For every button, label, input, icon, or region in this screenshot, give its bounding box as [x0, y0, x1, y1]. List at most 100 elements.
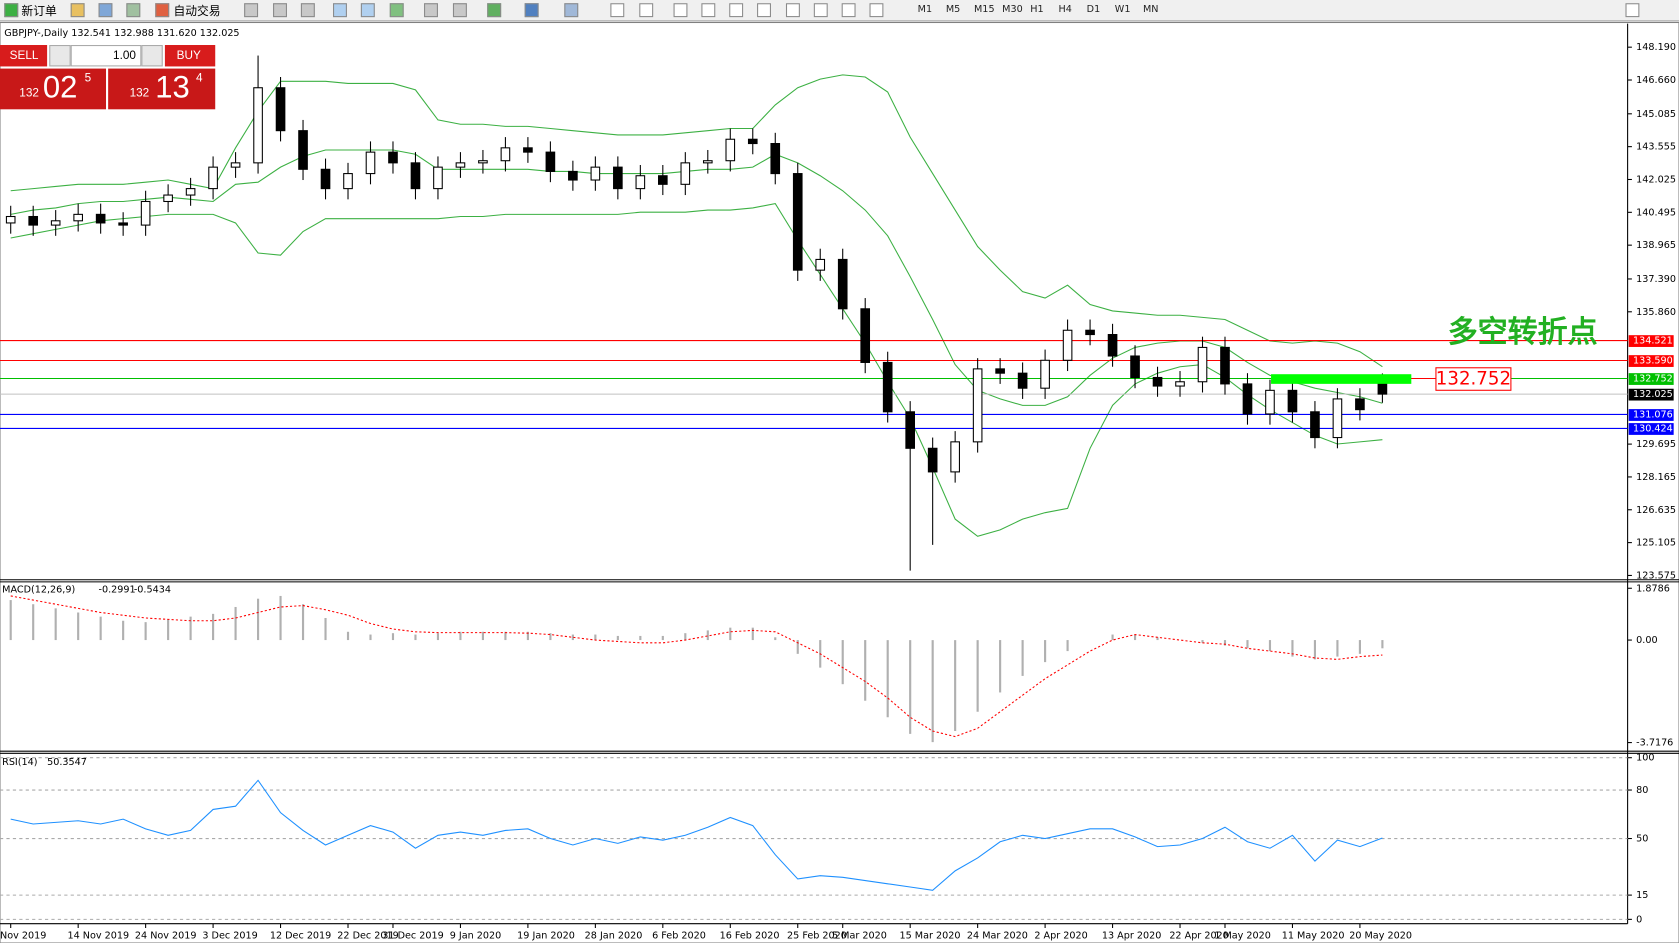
candle-body	[500, 147, 511, 162]
crosshair-tool[interactable]	[639, 3, 654, 18]
marker-box	[1435, 367, 1512, 391]
candle-body	[28, 215, 39, 226]
y-tick-label: 129.695	[1636, 439, 1676, 450]
candle-body	[298, 130, 308, 170]
price-tag-label: 132.752	[1633, 373, 1673, 384]
tile-windows[interactable]	[389, 3, 404, 18]
x-tick-label: 3 Dec 2019	[202, 931, 257, 942]
toolbar-icon[interactable]	[70, 3, 85, 18]
x-tick-label: 16 Feb 2020	[720, 931, 780, 942]
candle-body	[118, 222, 128, 226]
y-tick-label: 135.860	[1636, 307, 1676, 318]
timeframe-button[interactable]: W1	[1114, 4, 1131, 16]
timeframe-button[interactable]: MN	[1142, 4, 1159, 16]
periods[interactable]	[524, 3, 539, 18]
toolbar-icon[interactable]	[452, 3, 467, 18]
toolbar-icon[interactable]	[300, 3, 315, 18]
templates[interactable]	[564, 3, 579, 18]
candle-body	[1152, 376, 1163, 387]
volume-down[interactable]	[49, 45, 71, 67]
big-figure: 132	[19, 86, 39, 100]
buy-price[interactable]: 132 13 4	[108, 68, 216, 110]
price-tag	[1628, 388, 1674, 401]
candle-body	[927, 447, 938, 473]
toolbar-icon[interactable]	[98, 3, 113, 18]
candle-body	[1287, 389, 1298, 413]
label-tool[interactable]	[841, 3, 856, 18]
candle-body	[163, 194, 173, 203]
new-order-icon[interactable]	[4, 3, 19, 18]
rsi-title: RSI(14)	[2, 757, 37, 768]
macd-title: MACD(12,26,9)	[2, 584, 75, 595]
timeframe-button[interactable]: M5	[945, 4, 961, 16]
buy-button[interactable]: BUY	[164, 45, 216, 67]
candle-body	[1220, 346, 1230, 385]
timeframe-button[interactable]: H4	[1058, 4, 1072, 16]
price-tag	[1628, 373, 1674, 385]
candle-body	[882, 361, 893, 413]
candle-body	[1017, 372, 1028, 389]
zoom-out[interactable]	[360, 3, 375, 18]
candle-body	[1310, 411, 1320, 439]
candle-body	[972, 368, 983, 443]
candle-body	[860, 308, 871, 363]
search[interactable]	[1625, 3, 1640, 18]
sell-price[interactable]: 132 02 5	[0, 68, 107, 110]
point: 5	[84, 71, 92, 85]
candle-body	[1377, 382, 1388, 395]
timeframe-button[interactable]: M15	[973, 4, 995, 16]
candle-body	[208, 166, 218, 190]
zoom-in[interactable]	[333, 3, 347, 18]
indicators[interactable]	[487, 3, 502, 18]
toolbar-icon[interactable]	[126, 3, 141, 18]
y-tick-label: 126.635	[1636, 505, 1676, 516]
candle-body	[747, 138, 758, 145]
rsi-line	[10, 779, 1383, 891]
candle-body	[680, 162, 691, 185]
arrows-tool[interactable]	[869, 3, 884, 18]
new-order-button[interactable]: 新订单	[21, 4, 57, 19]
text-tool[interactable]	[813, 3, 828, 18]
y-tick-label: 125.105	[1636, 538, 1676, 549]
timeframe-button[interactable]: H1	[1030, 4, 1044, 16]
vline-tool[interactable]	[673, 3, 688, 18]
timeframe-button[interactable]: M1	[917, 4, 933, 16]
cursor-tool[interactable]	[610, 3, 625, 18]
hline-tool[interactable]	[701, 3, 716, 18]
bollinger-lower	[10, 203, 1383, 537]
auto-trading-icon[interactable]	[155, 3, 170, 18]
macd-value: -0.2991	[99, 584, 136, 595]
toolbar-icon[interactable]	[273, 3, 287, 18]
y-tick-label: 148.190	[1636, 42, 1676, 53]
toolbar-icon[interactable]	[244, 3, 259, 18]
x-tick-label: 20 May 2020	[1349, 931, 1412, 942]
y-tick-label: 146.660	[1636, 75, 1676, 86]
candle-body	[815, 258, 826, 271]
x-tick-label: 24 Mar 2020	[967, 931, 1028, 942]
candle-body	[1197, 346, 1208, 383]
candle-body	[770, 143, 781, 175]
timeframe-button[interactable]: M30	[1002, 4, 1023, 16]
channel-tool[interactable]	[785, 3, 800, 18]
y-tick-label: 0	[1636, 914, 1642, 925]
x-tick-label: 5 Mar 2020	[832, 931, 887, 942]
candle-body	[635, 175, 646, 190]
fibo-tool[interactable]	[757, 3, 771, 18]
timeframe-button[interactable]: D1	[1086, 4, 1101, 16]
candle-body	[837, 258, 848, 310]
candle-body	[253, 87, 263, 164]
y-tick-label: 140.495	[1636, 207, 1676, 218]
marker-label: 132.752	[1436, 369, 1511, 390]
volume-up[interactable]	[141, 45, 163, 67]
sell-button[interactable]: SELL	[0, 45, 48, 67]
y-tick-label: 138.965	[1636, 240, 1676, 251]
pips: 13	[155, 70, 190, 106]
candle-body	[905, 411, 915, 449]
candle-body	[365, 151, 376, 175]
volume-input[interactable]: 1.00	[70, 45, 142, 67]
toolbar-icon[interactable]	[424, 3, 438, 18]
auto-trading-button[interactable]: 自动交易	[173, 4, 221, 19]
trendline-tool[interactable]	[729, 3, 744, 18]
candle-body	[1062, 329, 1073, 361]
